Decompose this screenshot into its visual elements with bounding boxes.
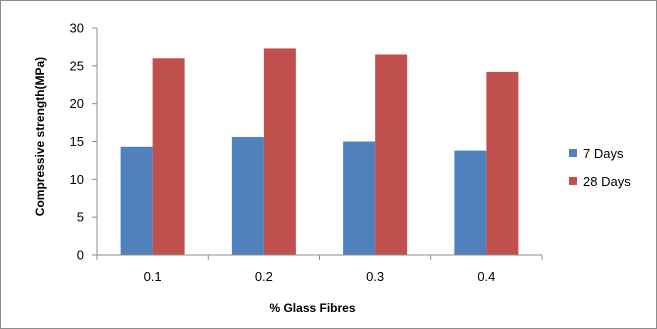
y-tick-label: 30 bbox=[70, 21, 84, 36]
x-axis-title: % Glass Fibres bbox=[269, 301, 355, 315]
bar-7-days bbox=[343, 141, 376, 255]
y-axis-ticks: 0 5 10 15 20 25 30 bbox=[70, 21, 97, 263]
legend-swatch bbox=[569, 177, 577, 185]
y-tick-label: 0 bbox=[77, 248, 84, 263]
legend-swatch bbox=[569, 149, 577, 157]
y-tick-label: 20 bbox=[70, 96, 84, 111]
legend: 7 Days 28 Days bbox=[569, 146, 631, 189]
bar-28-days bbox=[486, 71, 519, 256]
y-tick-label: 25 bbox=[70, 58, 84, 73]
y-axis-title: Compressive strength(MPa) bbox=[33, 57, 47, 216]
x-axis-ticks: 0.1 0.2 0.3 0.4 bbox=[96, 255, 543, 284]
x-tick-label: 0.2 bbox=[255, 269, 273, 284]
y-tick-label: 15 bbox=[70, 134, 84, 149]
bar-7-days bbox=[120, 146, 153, 255]
bar-28-days bbox=[375, 54, 408, 255]
bar-7-days bbox=[454, 150, 487, 255]
bar-7-days bbox=[231, 136, 264, 255]
legend-label: 28 Days bbox=[583, 174, 631, 189]
x-tick-label: 0.1 bbox=[144, 269, 162, 284]
bars-group bbox=[120, 48, 519, 256]
y-tick-label: 5 bbox=[77, 210, 84, 225]
y-tick-label: 10 bbox=[70, 172, 84, 187]
bar-28-days bbox=[152, 58, 185, 256]
legend-label: 7 Days bbox=[583, 146, 624, 161]
x-tick-label: 0.3 bbox=[366, 269, 384, 284]
x-tick-label: 0.4 bbox=[477, 269, 495, 284]
bar-28-days bbox=[263, 48, 296, 256]
